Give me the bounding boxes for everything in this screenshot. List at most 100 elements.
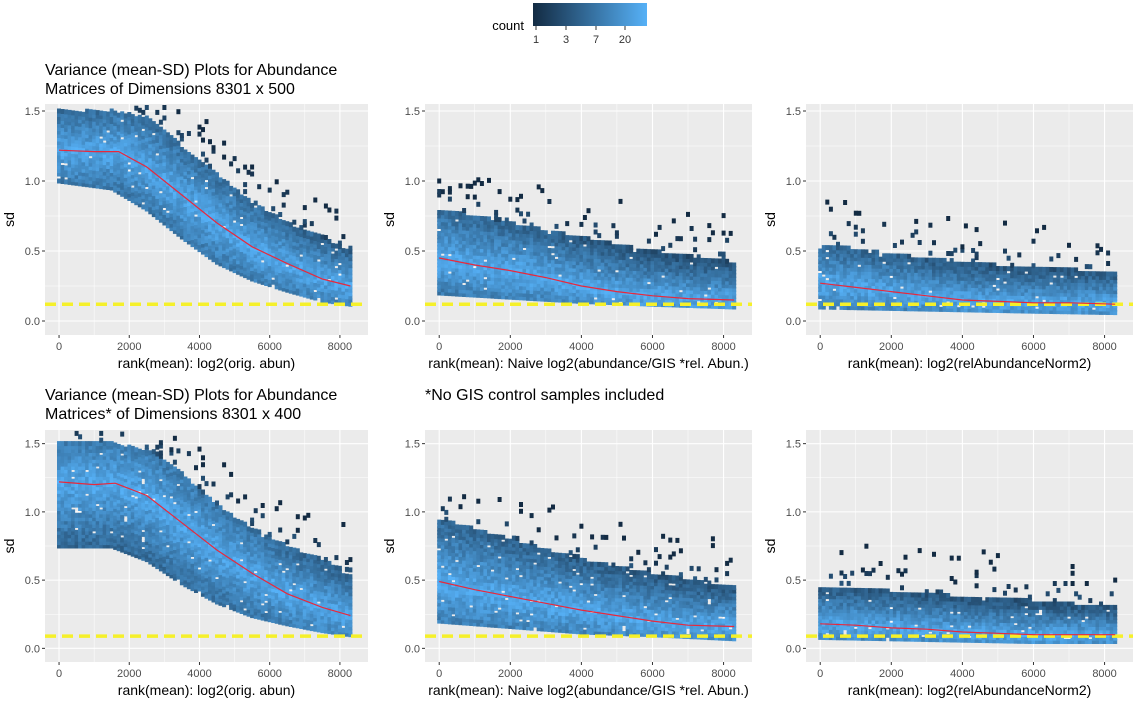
y-tick-label: 0.5	[25, 246, 40, 258]
legend-tick-label: 3	[563, 34, 569, 46]
hexbin-cell	[120, 122, 124, 127]
hexbin-cell	[1081, 271, 1085, 276]
hexbin-cell	[159, 127, 163, 132]
hexbin-cell	[205, 119, 209, 124]
hexbin-cell	[854, 232, 858, 237]
hexbin-cell	[117, 113, 121, 118]
hexbin-cell	[462, 285, 466, 290]
hexbin-cell	[320, 235, 324, 240]
hexbin-cell	[473, 195, 477, 200]
hexbin-cell	[1049, 257, 1053, 262]
hexbin-cell	[918, 240, 922, 245]
hexbin-cell	[661, 278, 665, 283]
hexbin-cell	[654, 232, 658, 237]
hexbin-cell	[840, 245, 844, 250]
hexbin-cell	[331, 243, 335, 248]
hexbin-cell	[229, 161, 233, 166]
hexbin-cell	[619, 244, 623, 249]
hexbin-cell	[201, 127, 205, 132]
hexbin-cell	[594, 223, 598, 228]
hexbin-cell	[928, 251, 932, 256]
hexbin-cell	[996, 280, 1000, 285]
hexbin-cell	[950, 251, 954, 256]
hexbin-cell	[1074, 278, 1078, 283]
hexbin-cell	[587, 236, 591, 241]
hexbin-cell	[597, 233, 601, 238]
hexbin-cell	[247, 170, 251, 175]
hexbin-cell	[264, 211, 268, 216]
hexbin-cell	[348, 246, 352, 251]
y-tick-label: 0.0	[786, 316, 801, 328]
hexbin-cell	[832, 235, 836, 240]
hexbin-cell	[299, 257, 303, 262]
legend-colorbar	[533, 3, 647, 26]
hexbin-cell	[1007, 256, 1011, 261]
hexbin-cell	[152, 121, 156, 126]
hexbin-cell	[982, 308, 986, 313]
hexbin-cell	[480, 181, 484, 186]
hexbin-cell	[911, 257, 915, 262]
hexbin-cell	[1092, 310, 1096, 315]
hexbin-cell	[996, 291, 1000, 296]
hexbin-cell	[1021, 267, 1025, 272]
hexbin-cell	[183, 150, 187, 155]
hexbin-cell	[243, 189, 247, 194]
hexbin-cell	[99, 111, 103, 116]
hexbin-cell	[282, 220, 286, 225]
hexbin-cell	[1056, 267, 1060, 272]
hexbin-cell	[936, 258, 940, 263]
hexbin-cell	[1049, 285, 1053, 290]
hexbin-cell	[257, 205, 261, 210]
x-tick-label: 2000	[879, 341, 903, 353]
x-tick-label: 6000	[1021, 341, 1045, 353]
hexbin-cell	[138, 108, 142, 113]
hexbin-cell	[215, 172, 219, 177]
hexbin-cell	[1113, 272, 1117, 277]
hexbin-cell	[233, 223, 237, 228]
hexbin-cell	[886, 253, 890, 258]
hexbin-cell	[519, 194, 523, 199]
hexbin-cell	[1096, 250, 1100, 255]
hexbin-cell	[661, 246, 665, 251]
hexbin-cell	[864, 249, 868, 254]
hexbin-cell	[324, 235, 328, 240]
hexbin-cell	[633, 252, 637, 257]
hexbin-cell	[462, 208, 466, 213]
x-tick-label: 2000	[498, 341, 522, 353]
hexbin-cell	[145, 116, 149, 121]
hexbin-cell	[341, 248, 345, 253]
hexbin-cell	[275, 214, 279, 219]
hexbin-cell	[317, 234, 321, 239]
hexbin-cell	[675, 254, 679, 259]
hexbin-cell	[261, 262, 265, 267]
hexbin-cell	[187, 152, 191, 157]
hexbin-cell	[907, 264, 911, 269]
hexbin-cell	[551, 231, 555, 236]
hexbin-cell	[201, 162, 205, 167]
hexbin-cell	[466, 282, 470, 287]
hexbin-cell	[289, 222, 293, 227]
hexbin-cell	[672, 218, 676, 223]
hexbin-cell	[240, 219, 244, 224]
hexbin-cell	[1035, 267, 1039, 272]
hexbin-cell	[1007, 266, 1011, 271]
hexbin-cell	[437, 179, 441, 184]
hexbin-cell	[711, 258, 715, 263]
x-tick-label: 0	[436, 341, 442, 353]
hexbin-cell	[572, 236, 576, 241]
hexbin-cell	[236, 189, 240, 194]
hexbin-cell	[889, 253, 893, 258]
hexbin-cell	[971, 308, 975, 313]
x-tick-label: 6000	[257, 341, 281, 353]
hexbin-cell	[686, 254, 690, 259]
hexbin-cell	[451, 211, 455, 216]
hexbin-cell	[271, 213, 275, 218]
hexbin-cell	[732, 263, 736, 268]
hexbin-cell	[155, 110, 159, 115]
hexbin-cell	[466, 215, 470, 220]
y-tick-label: 0.5	[786, 246, 801, 258]
hexbin-cell	[857, 267, 861, 272]
hexbin-cell	[722, 231, 726, 236]
hexbin-cell	[569, 242, 573, 247]
hexbin-cell	[271, 280, 275, 285]
